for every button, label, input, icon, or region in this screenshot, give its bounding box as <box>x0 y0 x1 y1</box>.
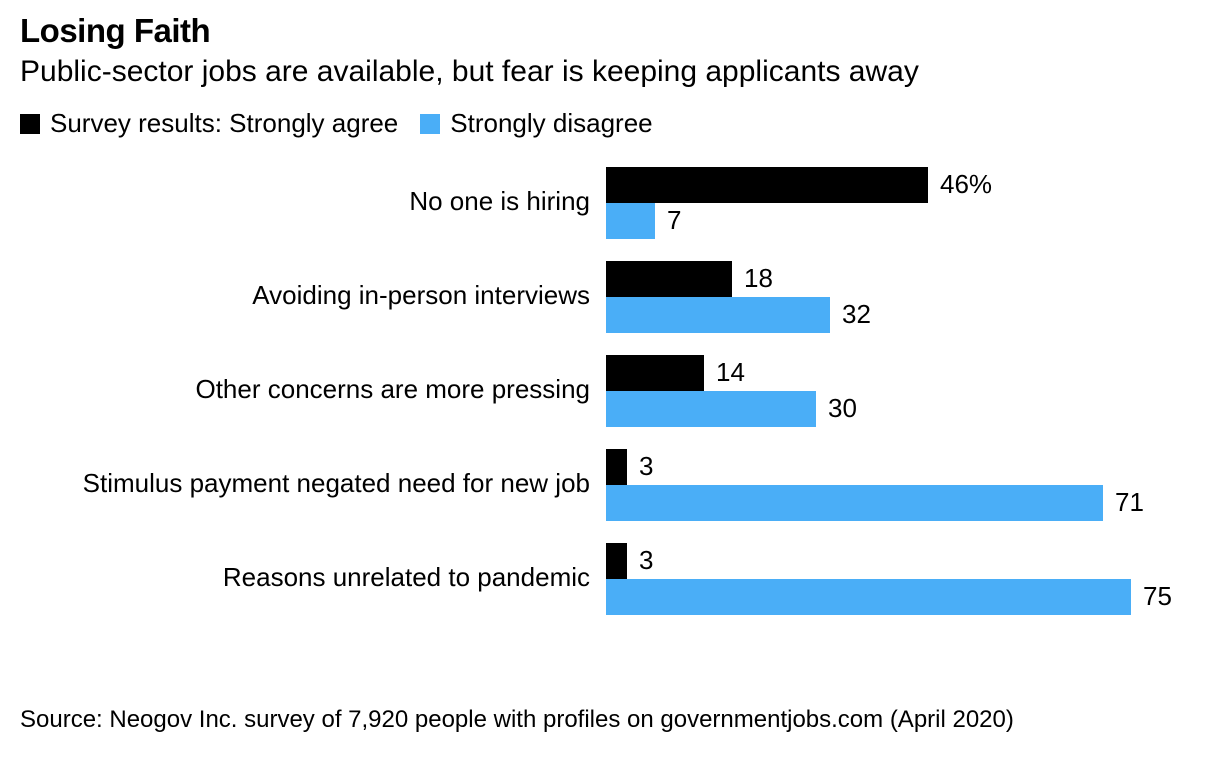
bar-strongly-agree <box>606 261 732 297</box>
legend-item-agree: Survey results: Strongly agree <box>20 108 398 139</box>
data-label: 3 <box>639 451 653 481</box>
category-label: Other concerns are more pressing <box>195 374 590 404</box>
data-label: 46% <box>940 169 992 199</box>
bar-strongly-disagree <box>606 485 1103 521</box>
bar-strongly-disagree <box>606 203 655 239</box>
data-label: 14 <box>716 357 745 387</box>
bar-strongly-agree <box>606 543 627 579</box>
legend-label-agree: Survey results: Strongly agree <box>50 108 399 138</box>
data-label: 71 <box>1115 487 1144 517</box>
legend-label-disagree: Strongly disagree <box>450 108 653 138</box>
bar-strongly-agree <box>606 167 928 203</box>
data-label: 30 <box>828 393 857 423</box>
legend-swatch-agree <box>20 113 40 134</box>
bar-strongly-disagree <box>606 297 830 333</box>
category-label: Stimulus payment negated need for new jo… <box>83 468 590 498</box>
chart-title: Losing Faith <box>20 12 211 49</box>
data-label: 18 <box>744 263 773 293</box>
bar-chart: No one is hiring 46% 7 Avoiding in-person i… <box>83 167 1172 615</box>
bar-strongly-agree <box>606 449 627 485</box>
bar-strongly-disagree <box>606 579 1131 615</box>
legend-item-disagree: Strongly disagree <box>420 108 653 139</box>
data-label: 3 <box>639 545 653 575</box>
chart-subtitle: Public-sector jobs are available, but fe… <box>20 55 919 88</box>
data-label: 32 <box>842 299 871 329</box>
category-label: Reasons unrelated to pandemic <box>223 562 590 592</box>
category-label: Avoiding in-person interviews <box>252 280 590 310</box>
data-label: 75 <box>1143 581 1172 611</box>
bar-strongly-agree <box>606 355 704 391</box>
category-label: No one is hiring <box>409 186 590 216</box>
legend: Survey results: Strongly agree Strongly … <box>20 108 675 139</box>
bar-strongly-disagree <box>606 391 816 427</box>
legend-swatch-disagree <box>420 113 441 134</box>
source-note: Source: Neogov Inc. survey of 7,920 peop… <box>20 706 1014 733</box>
data-label: 7 <box>667 205 681 235</box>
